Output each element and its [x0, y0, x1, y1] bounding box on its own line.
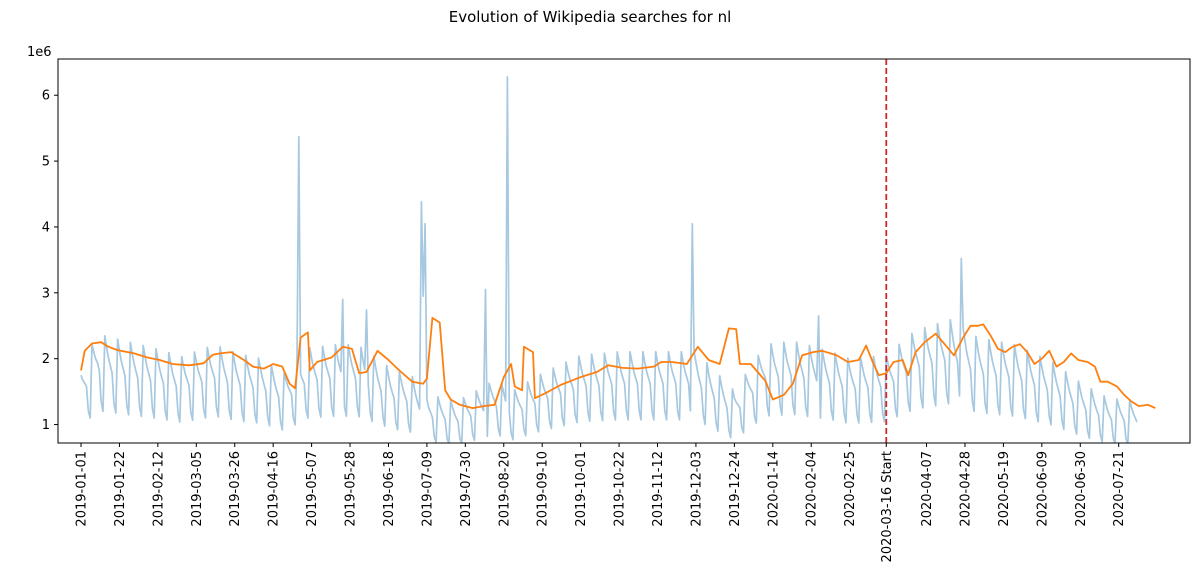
x-tick-label: 2019-10-22 — [613, 451, 628, 527]
x-tick-label: 2019-09-10 — [536, 451, 551, 527]
x-tick-label: 2019-05-28 — [344, 451, 359, 527]
x-tick-label: 2019-01-22 — [113, 451, 128, 527]
x-tick-label: 2019-06-18 — [382, 451, 397, 527]
chart-title: Evolution of Wikipedia searches for nl — [449, 8, 732, 26]
y-tick-label: 1 — [42, 418, 50, 433]
x-tick-label: 2020-06-30 — [1074, 451, 1089, 527]
x-tick-label: 2020-07-21 — [1112, 451, 1127, 527]
x-tick-label: 2019-07-09 — [420, 451, 435, 527]
y-tick-label: 2 — [42, 352, 50, 367]
series-daily-line — [80, 75, 1138, 443]
series-rolling-mean-line — [80, 317, 1156, 409]
x-tick-label: 2019-03-05 — [190, 451, 205, 527]
x-tick-label: 2020-02-04 — [805, 451, 820, 527]
y-tick-label: 3 — [42, 286, 50, 301]
y-tick-label: 4 — [42, 220, 50, 235]
x-tick-label: 2020-01-14 — [766, 451, 781, 527]
x-tick-label: 2019-03-26 — [228, 451, 243, 527]
x-tick-label: 2019-11-12 — [651, 451, 666, 527]
plot-frame — [57, 58, 1191, 444]
x-tick-label: 2019-12-24 — [728, 451, 743, 527]
y-axis-offset-label: 1e6 — [27, 45, 52, 60]
x-tick-label: 2020-06-09 — [1035, 451, 1050, 527]
y-tick-label: 5 — [42, 155, 50, 170]
y-tick-label: 6 — [42, 89, 50, 104]
x-tick-label: 2020-04-28 — [958, 451, 973, 527]
x-tick-label: 2019-08-20 — [497, 451, 512, 527]
x-tick-label: 2019-04-16 — [267, 451, 282, 527]
x-tick-label: 2019-05-07 — [305, 451, 320, 527]
x-tick-label: 2019-10-01 — [574, 451, 589, 527]
x-tick-label: 2020-03-16 Start — [880, 451, 895, 562]
x-tick-label: 2019-02-12 — [151, 451, 166, 527]
x-tick-label: 2020-05-19 — [997, 451, 1012, 527]
x-tick-label: 2019-01-01 — [75, 451, 90, 527]
x-tick-label: 2019-12-03 — [689, 451, 704, 527]
x-tick-label: 2020-02-25 — [843, 451, 858, 527]
x-tick-label: 2020-04-07 — [920, 451, 935, 527]
plot-area — [80, 59, 1156, 443]
x-tick-label: 2019-07-30 — [459, 451, 474, 527]
axes: 1 2 3 4 5 6 2019-01-01 2019-01-22 2019-02-12 2019… — [42, 58, 1191, 562]
